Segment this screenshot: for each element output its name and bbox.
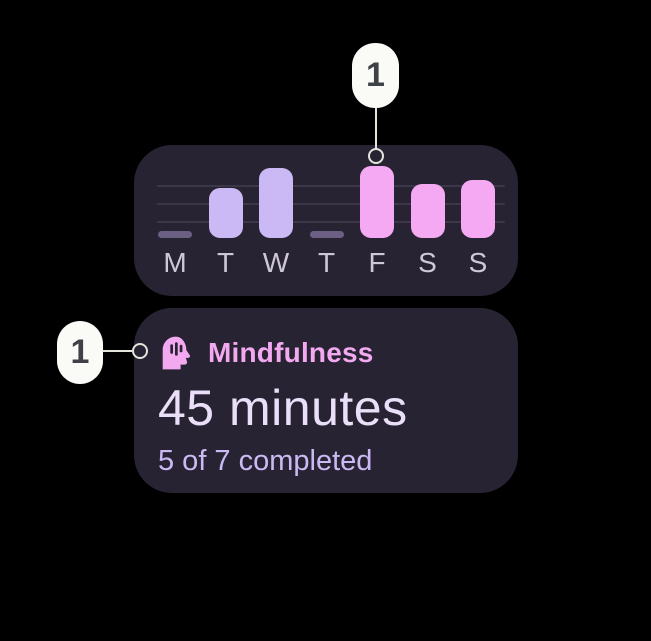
day-label-3: T bbox=[317, 247, 336, 278]
callout-2-summary: 1 bbox=[57, 321, 103, 384]
day-label-6: S bbox=[468, 247, 488, 278]
activity-bar-6 bbox=[461, 180, 495, 238]
gridline-0 bbox=[157, 185, 505, 187]
gridlines bbox=[134, 145, 518, 296]
callout-1-ring bbox=[368, 148, 384, 164]
summary-title: Mindfulness bbox=[208, 337, 374, 368]
empty-day-dash-3 bbox=[309, 231, 344, 238]
day-label-2: W bbox=[262, 247, 290, 278]
activity-bar-4 bbox=[360, 166, 394, 238]
day-label-5: S bbox=[418, 247, 437, 278]
callout-2-ring bbox=[132, 343, 148, 359]
activity-bar-2 bbox=[259, 168, 293, 238]
day-label-1: T bbox=[216, 247, 235, 278]
day-label-0: M bbox=[163, 247, 187, 278]
empty-day-dash-0 bbox=[158, 231, 192, 238]
callout-1-stem bbox=[375, 108, 377, 149]
callout-2-stem bbox=[102, 350, 132, 352]
day-label-4: F bbox=[368, 247, 386, 278]
mindfulness-summary-card[interactable]: Mindfulness 45 minutes 5 of 7 completed bbox=[134, 308, 518, 493]
activity-bar-1 bbox=[208, 188, 243, 238]
summary-subtitle: 5 of 7 completed bbox=[158, 445, 373, 477]
gridline-2 bbox=[157, 221, 505, 223]
callout-1-chart: 1 bbox=[352, 43, 399, 108]
mindfulness-icon bbox=[162, 336, 191, 370]
summary-title-row: Mindfulness bbox=[162, 336, 374, 370]
bar-chart bbox=[134, 145, 518, 238]
gridline-1 bbox=[157, 203, 505, 205]
summary-value: 45 minutes bbox=[158, 380, 408, 436]
activity-bar-5 bbox=[410, 184, 445, 238]
